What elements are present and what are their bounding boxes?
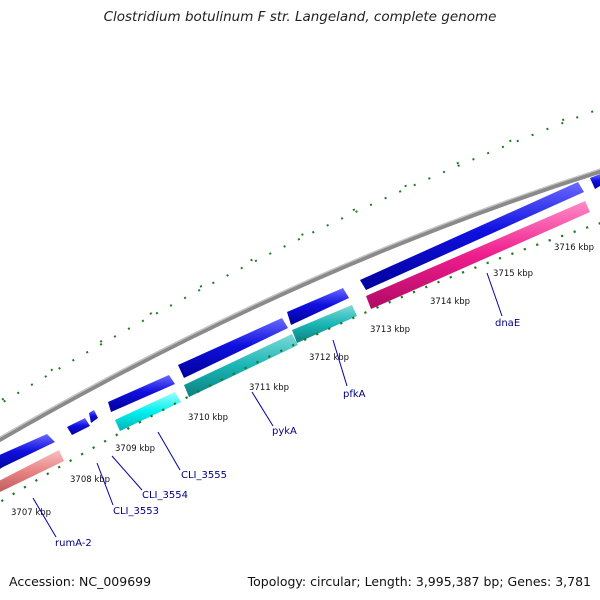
gene-reverse-rumA-2[interactable]: [0, 450, 64, 495]
gene-label-pykA[interactable]: pykA: [272, 426, 297, 437]
tick-label: 3708 kbp: [70, 475, 110, 485]
genome-backbone: [0, 168, 600, 443]
gene-forward-small-1[interactable]: [67, 418, 90, 435]
tick-labels: 3707 kbp 3708 kbp 3709 kbp 3710 kbp 3711…: [11, 243, 594, 518]
tick-label: 3714 kbp: [430, 297, 470, 307]
label-line-pykA: [251, 391, 274, 427]
gene-reverse-dnaE[interactable]: [366, 201, 590, 309]
tick-label: 3710 kbp: [188, 413, 228, 423]
outer-dotted-ring: [0, 104, 600, 406]
label-line-CLI_3553: [96, 462, 114, 506]
tick-label: 3711 kbp: [249, 383, 289, 393]
forward-strand-genes: [0, 174, 600, 472]
map-title: Clostridium botulinum F str. Langeland, …: [103, 9, 497, 25]
gene-reverse-CLI_3554[interactable]: [115, 392, 181, 431]
topology-text: Topology: circular; Length: 3,995,387 bp…: [247, 574, 591, 589]
gene-forward-CLI_3553[interactable]: [108, 375, 175, 412]
gene-forward-dnaE[interactable]: [360, 182, 584, 290]
inner-tick-ring-path: [0, 222, 600, 504]
label-line-CLI_3555: [157, 431, 181, 471]
gene-labels: rumA-2 CLI_3553 CLI_3554 CLI_3555 pykA p…: [55, 318, 520, 549]
gene-forward-CLI_3555[interactable]: [178, 318, 288, 378]
label-line-CLI_3554: [111, 455, 143, 491]
gene-reverse-pfkA[interactable]: [292, 305, 357, 343]
accession-text: Accession: NC_009699: [9, 574, 152, 589]
tick-label: 3715 kbp: [493, 269, 533, 279]
gene-label-lines: [32, 272, 503, 538]
reverse-strand-genes: [0, 201, 590, 495]
tick-label: 3713 kbp: [370, 325, 410, 335]
label-line-rumA-2: [32, 497, 57, 538]
genome-backbone-highlight: [0, 168, 600, 438]
gene-label-dnaE[interactable]: dnaE: [495, 318, 520, 329]
gene-forward-rumA-2[interactable]: [0, 434, 55, 472]
label-line-pfkA: [332, 339, 348, 387]
gene-forward-edge[interactable]: [590, 174, 600, 189]
gene-label-CLI_3555[interactable]: CLI_3555: [181, 470, 227, 481]
gene-label-rumA-2[interactable]: rumA-2: [55, 538, 92, 549]
outer-dotted-ring-major: [0, 104, 600, 403]
gene-reverse-pykA[interactable]: [184, 334, 298, 397]
gene-forward-small-2[interactable]: [89, 410, 98, 423]
tick-label: 3716 kbp: [554, 243, 594, 253]
gene-label-CLI_3554[interactable]: CLI_3554: [142, 490, 188, 501]
tick-label: 3709 kbp: [115, 444, 155, 454]
gene-forward-pykA[interactable]: [287, 288, 349, 325]
outer-dotted-ring-path: [0, 107, 600, 406]
gene-label-CLI_3553[interactable]: CLI_3553: [113, 506, 159, 517]
label-line-dnaE: [486, 272, 503, 317]
inner-tick-ring: [0, 222, 600, 504]
tick-label: 3707 kbp: [11, 508, 51, 518]
gene-label-pfkA[interactable]: pfkA: [343, 389, 366, 400]
tick-label: 3712 kbp: [309, 353, 349, 363]
